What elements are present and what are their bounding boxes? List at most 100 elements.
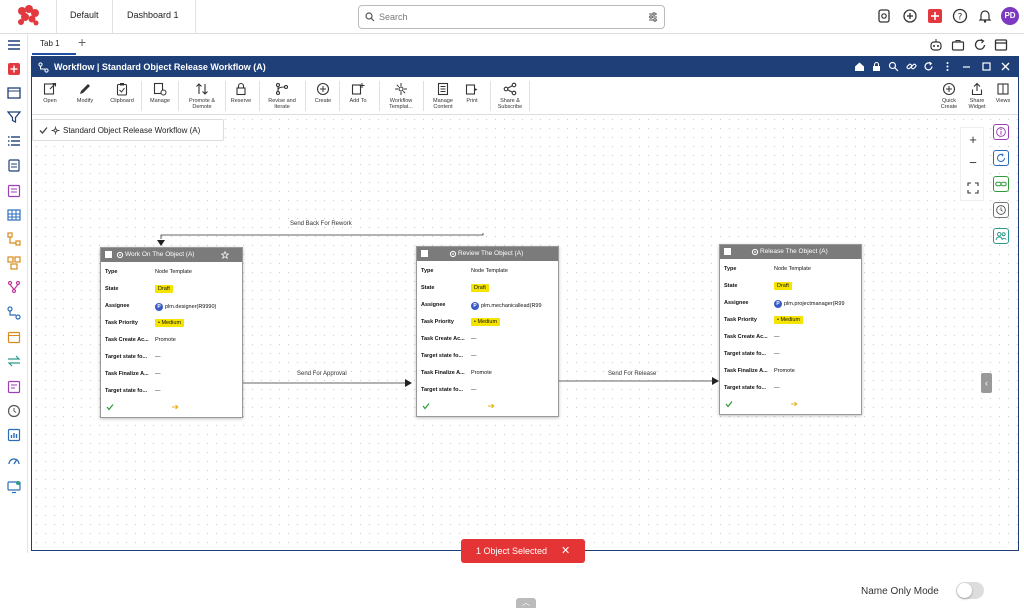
modify-button[interactable]: Modify <box>72 80 98 114</box>
table-icon[interactable] <box>7 208 21 222</box>
expand-bottom-panel-button[interactable]: ︿ <box>516 598 536 608</box>
minimize-icon[interactable] <box>961 61 972 72</box>
branch-icon[interactable] <box>7 280 21 294</box>
forward-arrow-icon[interactable] <box>790 400 798 408</box>
maximize-icon[interactable] <box>981 61 992 72</box>
app-logo-icon[interactable] <box>16 5 40 27</box>
star-icon[interactable] <box>221 251 229 259</box>
reserve-button[interactable]: Reserve <box>228 80 254 114</box>
assignee-value[interactable]: plm.designer(R9990) <box>165 304 217 310</box>
briefcase-icon[interactable] <box>951 38 965 52</box>
history-icon[interactable] <box>993 202 1009 218</box>
left-sidebar <box>0 34 28 553</box>
open-button[interactable]: Open <box>37 80 63 114</box>
workflow-node-review-object[interactable]: Review The Object (A) Type Node Template … <box>416 246 559 417</box>
add-tab-button[interactable]: + <box>78 34 87 50</box>
form-icon[interactable] <box>7 184 21 198</box>
tab-default[interactable]: Default <box>70 10 99 20</box>
node-checkbox[interactable] <box>724 248 731 255</box>
filter-sliders-icon[interactable] <box>648 12 658 22</box>
forward-arrow-icon[interactable] <box>487 402 495 410</box>
accept-check-icon[interactable] <box>725 400 733 408</box>
compare-arrows-icon[interactable] <box>7 354 21 368</box>
fit-to-screen-icon[interactable] <box>967 182 979 194</box>
avatar[interactable]: PD <box>1001 7 1019 25</box>
create-plus-icon[interactable] <box>927 8 943 24</box>
edge-label-rework[interactable]: Send Back For Rework <box>290 221 352 227</box>
accept-check-icon[interactable] <box>422 402 430 410</box>
monitor-icon[interactable] <box>7 480 21 494</box>
tab-dashboard-1[interactable]: Dashboard 1 <box>127 10 179 20</box>
report-icon[interactable] <box>7 380 21 394</box>
apps-icon[interactable] <box>876 8 892 24</box>
share-subscribe-button[interactable]: Share & Subscribe <box>494 80 526 114</box>
sync-icon[interactable] <box>993 150 1009 166</box>
notifications-bell-icon[interactable] <box>977 8 993 24</box>
collapse-panel-button[interactable]: ‹ <box>981 373 992 393</box>
calendar-icon[interactable] <box>7 330 21 344</box>
add-circle-icon <box>316 82 330 96</box>
window-icon[interactable] <box>7 86 21 100</box>
manage-content-button[interactable]: Manage Content <box>428 80 458 114</box>
share-widget-button[interactable]: Share Widget <box>965 80 989 114</box>
promote-demote-button[interactable]: Promote & Demote <box>182 80 222 114</box>
quick-create-button[interactable]: Quick Create <box>937 80 961 114</box>
edge-label-approval[interactable]: Send For Approval <box>297 371 347 377</box>
refresh-icon[interactable] <box>973 38 987 52</box>
list-icon[interactable] <box>7 134 21 148</box>
name-only-mode-toggle[interactable] <box>956 582 984 599</box>
team-users-icon[interactable] <box>993 228 1009 244</box>
search-input[interactable]: Search <box>358 5 665 29</box>
edge-label-release[interactable]: Send For Release <box>608 371 657 377</box>
accept-check-icon[interactable] <box>106 403 114 411</box>
menu-icon[interactable] <box>7 38 21 52</box>
forward-arrow-icon[interactable] <box>171 403 179 411</box>
assignee-value[interactable]: plm.mechanicallead(R99 <box>481 303 542 309</box>
lock-icon[interactable] <box>871 61 882 72</box>
print-button[interactable]: Print <box>460 80 484 114</box>
views-button[interactable]: Views <box>992 80 1014 114</box>
manage-label: Manage <box>150 98 170 104</box>
workflow-template-button[interactable]: Workflow Templat... <box>383 80 419 114</box>
refresh-icon[interactable] <box>923 61 934 72</box>
workflow-canvas[interactable]: Standard Object Release Workflow (A) + −… <box>32 115 1018 608</box>
workflow-node-work-on-object[interactable]: Work On The Object (A) Type Node Template… <box>100 247 243 418</box>
hierarchy-icon[interactable] <box>7 232 21 246</box>
add-to-button[interactable]: Add To <box>345 80 371 114</box>
search-placeholder: Search <box>379 12 408 22</box>
create-button[interactable]: Create <box>310 80 336 114</box>
tab-1[interactable]: Tab 1 <box>40 39 60 48</box>
node-checkbox[interactable] <box>421 250 428 257</box>
history-icon[interactable] <box>7 404 21 418</box>
workflow-icon[interactable] <box>7 306 21 320</box>
window-layout-icon[interactable] <box>994 38 1008 52</box>
assistant-robot-icon[interactable] <box>929 38 943 52</box>
assignee-value[interactable]: plm.projectmanager(R99 <box>784 301 845 307</box>
revise-iterate-button[interactable]: Revise and Iterate <box>263 80 301 114</box>
home-icon[interactable] <box>854 61 865 72</box>
search-icon[interactable] <box>888 61 899 72</box>
manage-button[interactable]: Manage <box>146 80 174 114</box>
structure-icon[interactable] <box>7 256 21 270</box>
info-icon[interactable] <box>993 124 1009 140</box>
selection-toast-close-button[interactable]: ✕ <box>561 545 571 557</box>
zoom-in-button[interactable]: + <box>969 132 977 147</box>
analytics-icon[interactable] <box>7 428 21 442</box>
clipboard-button[interactable]: Clipboard <box>106 80 138 114</box>
dashboard-gauge-icon[interactable] <box>7 454 21 468</box>
link-icon[interactable] <box>993 176 1009 192</box>
priority-badge: Medium <box>477 319 498 325</box>
node-checkbox[interactable] <box>105 251 112 258</box>
clipboard-list-icon[interactable] <box>7 158 21 172</box>
workflow-node-release-object[interactable]: Release The Object (A) Type Node Template… <box>719 244 862 415</box>
breadcrumb[interactable]: Standard Object Release Workflow (A) <box>32 119 224 141</box>
link-icon[interactable] <box>906 61 917 72</box>
more-vertical-icon[interactable] <box>942 61 953 72</box>
close-icon[interactable] <box>1000 61 1011 72</box>
help-icon[interactable]: ? <box>952 8 968 24</box>
node-gear-icon <box>449 250 457 258</box>
filter-icon[interactable] <box>7 110 21 124</box>
add-circle-icon[interactable] <box>902 8 918 24</box>
add-widget-icon[interactable] <box>7 62 21 76</box>
zoom-out-button[interactable]: − <box>969 155 977 170</box>
